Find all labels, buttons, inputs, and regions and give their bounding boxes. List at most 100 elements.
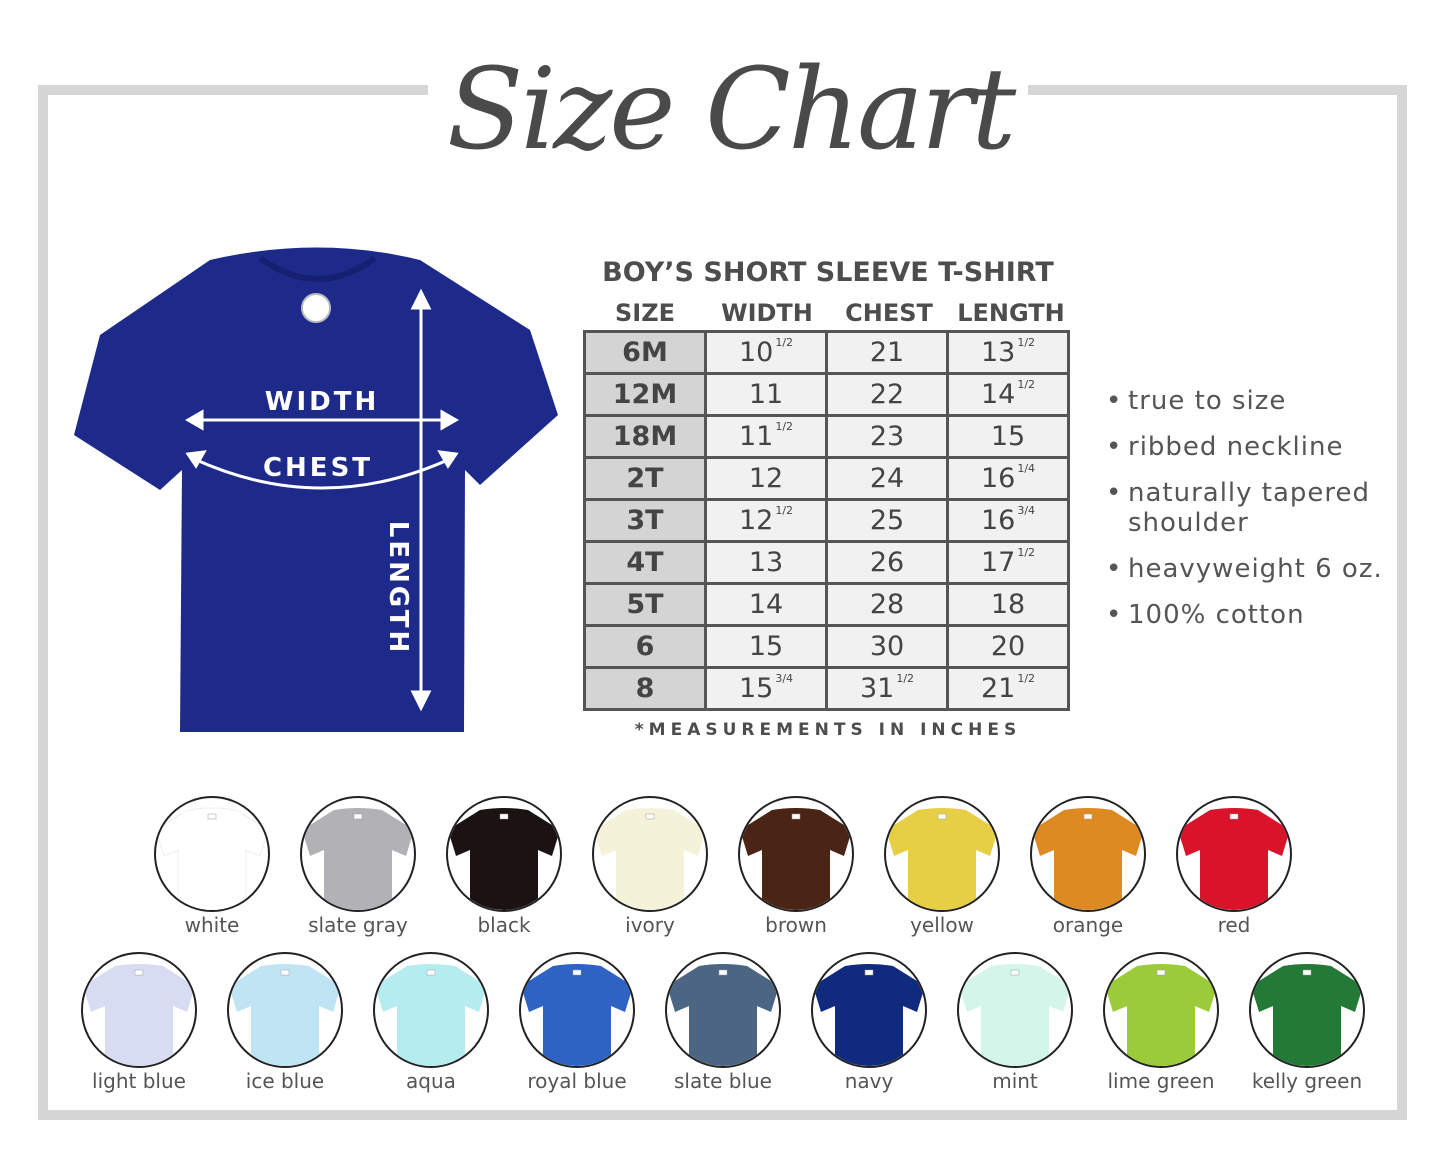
color-label: brown (765, 913, 827, 937)
chest-value: 23 (869, 421, 905, 452)
tshirt-icon (957, 952, 1073, 1068)
tshirt-diagram: WIDTH CHEST LENGTH (74, 247, 558, 732)
table-row: 6M 10 1/2 21 13 1/2 (583, 330, 1070, 375)
table-row: 2T 12 24 16 1/4 (583, 456, 1070, 501)
color-swatch-kelly-green[interactable]: kelly green (1234, 952, 1380, 1094)
color-swatch-lime-green[interactable]: lime green (1088, 952, 1234, 1094)
length-value: 20 (990, 631, 1026, 662)
table-row: 4T 13 26 17 1/2 (583, 540, 1070, 585)
chest-value: 26 (869, 547, 905, 578)
color-label: kelly green (1251, 1069, 1363, 1093)
color-swatch-orange[interactable]: orange (1015, 796, 1161, 938)
color-swatch-ice-blue[interactable]: ice blue (212, 952, 358, 1094)
color-swatch-aqua[interactable]: aqua (358, 952, 504, 1094)
chest-label: CHEST (263, 453, 373, 483)
length-cell: 17 1/2 (946, 540, 1070, 585)
width-label: WIDTH (265, 387, 379, 417)
color-label: white (184, 913, 240, 937)
length-value: 16 (980, 463, 1016, 494)
table-row: 6 15 30 20 (583, 624, 1070, 669)
width-fraction: 1/2 (775, 504, 794, 517)
width-cell: 13 (704, 540, 828, 585)
chest-cell: 23 (825, 414, 949, 459)
page-title: Size Chart (446, 45, 1017, 175)
width-cell: 12 (704, 456, 828, 501)
width-value: 15 (738, 673, 774, 704)
length-fraction: 3/4 (1017, 504, 1036, 517)
tshirt-icon (300, 796, 416, 912)
table-row: 5T 14 28 18 (583, 582, 1070, 627)
chest-fraction: 1/2 (896, 672, 915, 685)
length-cell: 14 1/2 (946, 372, 1070, 417)
header-width: WIDTH (721, 299, 813, 327)
color-swatch-royal-blue[interactable]: royal blue (504, 952, 650, 1094)
chest-value: 28 (869, 589, 905, 620)
table-row: 8 15 3/4 31 1/2 21 1/2 (583, 666, 1070, 711)
color-label: light blue (92, 1069, 186, 1093)
tshirt-icon (81, 952, 197, 1068)
color-swatch-brown[interactable]: brown (723, 796, 869, 938)
length-value: 15 (990, 421, 1026, 452)
size-cell: 6 (583, 624, 707, 669)
color-swatch-yellow[interactable]: yellow (869, 796, 1015, 938)
width-value: 12 (738, 505, 774, 536)
tshirt-icon (446, 796, 562, 912)
color-label: orange (1052, 913, 1124, 937)
table-row: 18M 11 1/2 23 15 (583, 414, 1070, 459)
size-cell: 5T (583, 582, 707, 627)
length-cell: 21 1/2 (946, 666, 1070, 711)
chest-value: 21 (869, 337, 905, 368)
color-label: royal blue (527, 1069, 627, 1093)
tshirt-icon (1030, 796, 1146, 912)
tshirt-icon (738, 796, 854, 912)
width-cell: 12 1/2 (704, 498, 828, 543)
color-swatch-red[interactable]: red (1161, 796, 1307, 938)
tshirt-icon (1103, 952, 1219, 1068)
chest-value: 31 (859, 673, 895, 704)
length-label: LENGTH (383, 521, 413, 655)
width-cell: 15 3/4 (704, 666, 828, 711)
color-swatch-ivory[interactable]: ivory (577, 796, 723, 938)
color-swatch-slate-blue[interactable]: slate blue (650, 952, 796, 1094)
length-cell: 13 1/2 (946, 330, 1070, 375)
color-label: slate gray (308, 913, 408, 937)
tshirt-icon (227, 952, 343, 1068)
tshirt-icon (884, 796, 1000, 912)
feature-item: heavyweight 6 oz. (1106, 554, 1398, 584)
color-swatch-slate-gray[interactable]: slate gray (285, 796, 431, 938)
color-swatch-navy[interactable]: navy (796, 952, 942, 1094)
length-value: 16 (980, 505, 1016, 536)
chest-value: 24 (869, 463, 905, 494)
width-fraction: 1/2 (775, 420, 794, 433)
length-value: 18 (990, 589, 1026, 620)
length-cell: 15 (946, 414, 1070, 459)
width-cell: 11 (704, 372, 828, 417)
size-cell: 2T (583, 456, 707, 501)
chest-cell: 31 1/2 (825, 666, 949, 711)
length-fraction: 1/2 (1017, 546, 1036, 559)
feature-item: 100% cotton (1106, 600, 1398, 630)
length-cell: 20 (946, 624, 1070, 669)
length-value: 21 (980, 673, 1016, 704)
header-length: LENGTH (957, 299, 1065, 327)
width-fraction: 3/4 (775, 672, 794, 685)
color-swatch-light-blue[interactable]: light blue (66, 952, 212, 1094)
measurement-note: *MEASUREMENTS IN INCHES (634, 720, 1022, 740)
color-label: lime green (1107, 1069, 1215, 1093)
color-label: slate blue (674, 1069, 772, 1093)
feature-list: true to size ribbed neckline naturally t… (1106, 386, 1398, 646)
length-fraction: 1/2 (1017, 378, 1036, 391)
color-swatch-black[interactable]: black (431, 796, 577, 938)
color-label: aqua (406, 1069, 456, 1093)
color-swatch-mint[interactable]: mint (942, 952, 1088, 1094)
width-value: 11 (738, 421, 774, 452)
size-cell: 3T (583, 498, 707, 543)
width-value: 13 (748, 547, 784, 578)
color-label: ice blue (245, 1069, 325, 1093)
color-label: ivory (625, 913, 675, 937)
width-value: 10 (738, 337, 774, 368)
length-fraction: 1/2 (1017, 672, 1036, 685)
color-swatch-white[interactable]: white (139, 796, 285, 938)
tshirt-icon (592, 796, 708, 912)
tshirt-icon (373, 952, 489, 1068)
